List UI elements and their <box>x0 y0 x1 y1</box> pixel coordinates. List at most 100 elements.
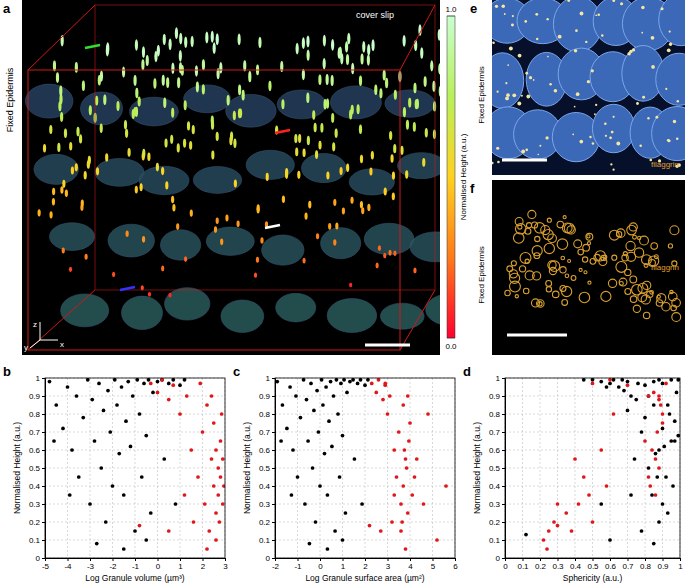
granule-illustration <box>142 46 145 58</box>
granule-illustration <box>84 171 87 179</box>
panel-label: a <box>3 1 11 16</box>
tick-mark <box>42 486 45 487</box>
pointer-arrow <box>265 225 280 228</box>
granule-illustration <box>657 294 666 303</box>
point <box>647 394 651 398</box>
tick: 0 <box>503 558 508 571</box>
point <box>171 378 175 382</box>
tick-mark <box>558 558 559 561</box>
grid-line <box>505 414 680 415</box>
pointer-arrow <box>275 130 290 133</box>
plot-background <box>275 378 455 558</box>
triad-label: x <box>60 340 64 349</box>
granule-illustration <box>161 167 164 175</box>
point <box>88 502 92 506</box>
tick: 0.6 <box>489 446 505 455</box>
granule-illustration <box>146 55 149 66</box>
granule-illustration <box>225 215 228 222</box>
point <box>654 493 658 497</box>
granule-illustration <box>166 77 169 88</box>
granule-illustration <box>192 125 195 134</box>
granule-illustration <box>567 226 575 234</box>
nucleus-illustration <box>302 153 347 182</box>
granule-illustration <box>644 264 648 268</box>
point <box>333 529 337 533</box>
granule-illustration <box>575 29 578 32</box>
point <box>320 378 324 382</box>
tick-mark <box>502 558 505 559</box>
granule-illustration <box>616 142 620 146</box>
tick: 1 <box>36 374 45 383</box>
tick-mark <box>272 432 275 433</box>
granule-illustration <box>515 295 518 298</box>
tick: 0.8 <box>640 558 652 571</box>
tick-label: 0 <box>318 562 323 571</box>
granule-illustration <box>433 130 436 140</box>
point <box>379 529 383 533</box>
tick-mark <box>42 378 45 379</box>
point <box>359 378 363 382</box>
granule-illustration <box>331 113 334 123</box>
tick-mark <box>502 522 505 523</box>
point <box>629 394 633 398</box>
granule-illustration <box>326 98 329 108</box>
rendering <box>505 210 681 321</box>
point <box>426 412 430 416</box>
tick: 0.7 <box>489 428 505 437</box>
point <box>392 448 396 452</box>
granule-illustration <box>513 233 524 244</box>
tick: 0.9 <box>489 392 505 401</box>
granule-illustration <box>571 276 576 281</box>
granule-illustration <box>307 136 310 145</box>
point <box>97 382 101 386</box>
point <box>661 427 665 431</box>
granule-illustration <box>268 81 271 91</box>
point <box>671 484 675 488</box>
tick-label: 0.9 <box>259 392 271 401</box>
pointer-arrow <box>85 45 100 48</box>
nucleus-illustration <box>34 154 79 184</box>
granule-illustration <box>403 35 406 47</box>
tick-mark <box>663 558 664 561</box>
granule-illustration <box>563 216 566 219</box>
point <box>291 448 295 452</box>
tick-label: 6 <box>453 562 458 571</box>
granule-illustration <box>69 267 72 272</box>
granule-illustration <box>60 186 63 193</box>
point <box>403 448 407 452</box>
granule-illustration <box>333 199 336 206</box>
granule-illustration <box>629 223 637 231</box>
point <box>102 409 106 413</box>
granule-illustration <box>216 33 219 45</box>
triad-axis <box>30 340 40 348</box>
tick-label: -1 <box>294 562 302 571</box>
tick: 0 <box>318 558 323 571</box>
point <box>599 502 603 506</box>
tick-label: 0.2 <box>489 518 501 527</box>
granule-illustration <box>554 89 558 93</box>
grid-line <box>275 396 455 397</box>
granule-illustration <box>535 13 538 16</box>
grid-line <box>275 432 455 433</box>
point <box>664 475 668 479</box>
granule-illustration <box>153 78 156 88</box>
point <box>332 394 336 398</box>
point <box>626 409 630 413</box>
granule-illustration <box>302 69 305 80</box>
grid-line <box>627 378 628 558</box>
granule-illustration <box>574 106 576 108</box>
granule-illustration <box>100 70 103 81</box>
tick-label: 3 <box>386 562 391 571</box>
granule-illustration <box>281 99 284 109</box>
granule-illustration <box>306 93 309 104</box>
granule-illustration <box>670 290 673 293</box>
granule-illustration <box>612 0 615 2</box>
grid-line <box>505 486 680 487</box>
box-front <box>28 70 400 350</box>
point <box>655 430 659 434</box>
granule-illustration <box>597 13 600 16</box>
tick-label: 1 <box>36 374 41 383</box>
granule-illustration <box>126 230 129 236</box>
granule-illustration <box>515 218 523 226</box>
point <box>122 547 126 551</box>
